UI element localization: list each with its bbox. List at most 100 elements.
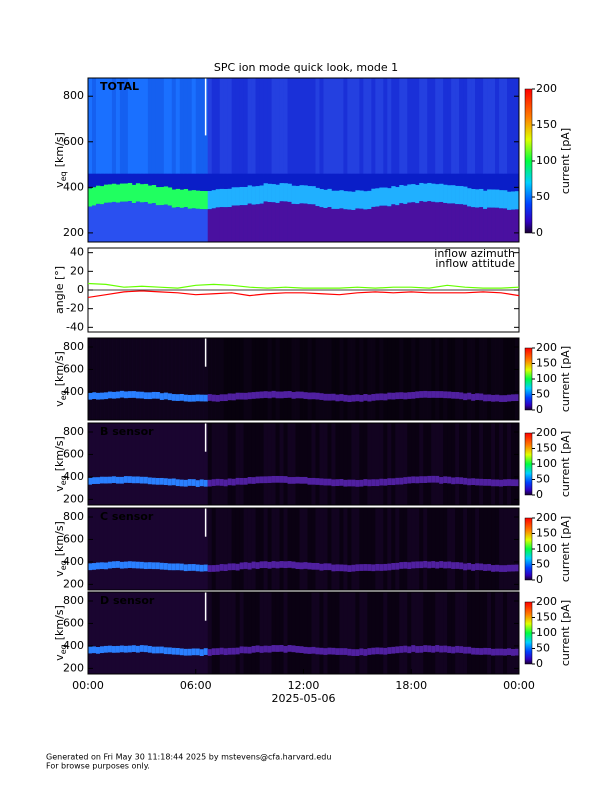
- spectrogram-cell: [159, 78, 165, 174]
- spectrogram-cell: [443, 592, 448, 674]
- spectrogram-cell: [403, 185, 408, 204]
- spectrogram-cell: [123, 183, 129, 202]
- spectrogram-cell: [367, 508, 372, 590]
- spectrogram-cell: [263, 391, 268, 398]
- y-axis-label-part: [km/s]: [53, 605, 66, 640]
- spectrogram-cell: [119, 592, 125, 674]
- spectrogram-cell: [431, 475, 436, 483]
- spectrogram-cell: [319, 189, 324, 208]
- spectrogram-cell: [127, 508, 133, 590]
- spectrogram-cell: [343, 564, 348, 572]
- spectrogram-cell: [347, 565, 352, 572]
- spectrogram-cell: [399, 562, 404, 569]
- spectrogram-cell: [467, 392, 472, 400]
- spectrogram-cell: [267, 338, 272, 420]
- spectrogram-cell: [443, 184, 448, 203]
- spectrogram-cell: [471, 423, 476, 505]
- spectrogram-cell: [251, 204, 256, 242]
- spectrogram-cell: [123, 561, 129, 569]
- spectrogram-cell: [459, 592, 464, 674]
- spectrogram-cell: [179, 207, 185, 242]
- spectrogram-cell: [239, 338, 244, 420]
- spectrogram-cell: [291, 592, 296, 674]
- colorbar-tick-label: 100: [536, 457, 557, 470]
- spectrogram-cell: [331, 393, 336, 401]
- spectrogram-cell: [115, 645, 121, 653]
- spectrogram-cell: [107, 592, 113, 674]
- spectrogram-cell: [99, 646, 105, 654]
- spectrogram-cell: [343, 508, 348, 590]
- spectrogram-cell: [323, 478, 328, 486]
- spectrogram-cell: [311, 646, 316, 654]
- spectrogram-cell: [203, 508, 209, 590]
- spectrogram-cell: [263, 201, 268, 242]
- spectrogram-cell: [191, 208, 197, 242]
- spectrogram-cell: [511, 564, 516, 572]
- spectrogram-cell: [367, 648, 372, 655]
- spectrogram-cell: [88, 423, 93, 505]
- spectrogram-cell: [195, 208, 201, 242]
- spectrogram-cell: [99, 508, 105, 590]
- spectrogram-cell: [95, 423, 101, 505]
- spectrogram-cell: [331, 190, 336, 209]
- spectrogram-cell: [475, 78, 480, 174]
- spectrogram-cell: [371, 564, 376, 572]
- spectrogram-cell: [347, 78, 352, 174]
- spectrogram-cell: [291, 645, 296, 653]
- spectrogram-cell: [255, 508, 260, 590]
- spectrogram-cell: [335, 508, 340, 590]
- spectrogram-cell: [367, 479, 372, 487]
- spectrogram-cell: [327, 78, 332, 174]
- spectrogram-cell: [287, 338, 292, 420]
- spectrogram-cell: [375, 647, 380, 655]
- spectrogram-cell: [487, 338, 492, 420]
- spectrogram-cell: [307, 508, 312, 590]
- spectrogram-cell: [507, 479, 512, 486]
- spectrogram-cell: [331, 479, 336, 487]
- spectrogram-cell: [255, 476, 260, 484]
- spectrogram-cell: [487, 394, 492, 402]
- spectrogram-cell: [107, 391, 113, 399]
- spectrogram-cell: [207, 338, 213, 420]
- spectrogram-cell: [403, 203, 408, 242]
- spectrogram-cell: [395, 423, 400, 505]
- spectrogram-cell: [307, 78, 312, 174]
- spectrogram-cell: [435, 184, 440, 203]
- spectrogram-cell: [463, 204, 468, 242]
- spectrogram-cell: [279, 201, 284, 242]
- spectrogram-cell: [159, 562, 165, 570]
- colorbar-tick-label: 150: [536, 527, 557, 540]
- spectrogram-cell: [375, 393, 380, 401]
- spectrogram-cell: [323, 393, 328, 401]
- spectrogram-cell: [419, 508, 424, 590]
- colorbar-label: current [pA]: [559, 431, 572, 497]
- spectrogram-cell: [395, 205, 400, 242]
- spectrogram-cell: [379, 647, 384, 655]
- spectrogram-cell: [463, 393, 468, 401]
- spectrogram-cell: [175, 563, 181, 571]
- spectrogram-cell: [195, 592, 201, 674]
- spectrogram-cell: [483, 564, 488, 571]
- spectrogram-cell: [147, 392, 153, 400]
- spectrogram-cell: [439, 561, 444, 568]
- spectrogram-cell: [415, 476, 420, 484]
- spectrogram-cell: [231, 563, 236, 571]
- spectrogram-cell: [111, 338, 117, 420]
- spectrogram-cell: [139, 78, 145, 174]
- spectrogram-cell: [279, 78, 284, 174]
- spectrogram-cell: [439, 201, 444, 242]
- spectrogram-cell: [171, 207, 177, 242]
- spectrogram-cell: [327, 338, 332, 420]
- spectrogram-cell: [95, 338, 101, 420]
- spectrogram-cell: [363, 394, 368, 401]
- spectrogram-cell: [483, 479, 488, 486]
- spectrogram-cell: [491, 189, 496, 208]
- spectrogram-cell: [407, 202, 412, 242]
- spectrogram-cell: [359, 208, 364, 242]
- spectrogram-cell: [395, 508, 400, 590]
- spectrogram-cell: [495, 394, 500, 402]
- spectrogram-cell: [203, 648, 209, 655]
- colorbar-tick-label: 50: [536, 642, 550, 655]
- spectrogram-cell: [415, 592, 420, 674]
- spectrogram-cell: [219, 78, 224, 174]
